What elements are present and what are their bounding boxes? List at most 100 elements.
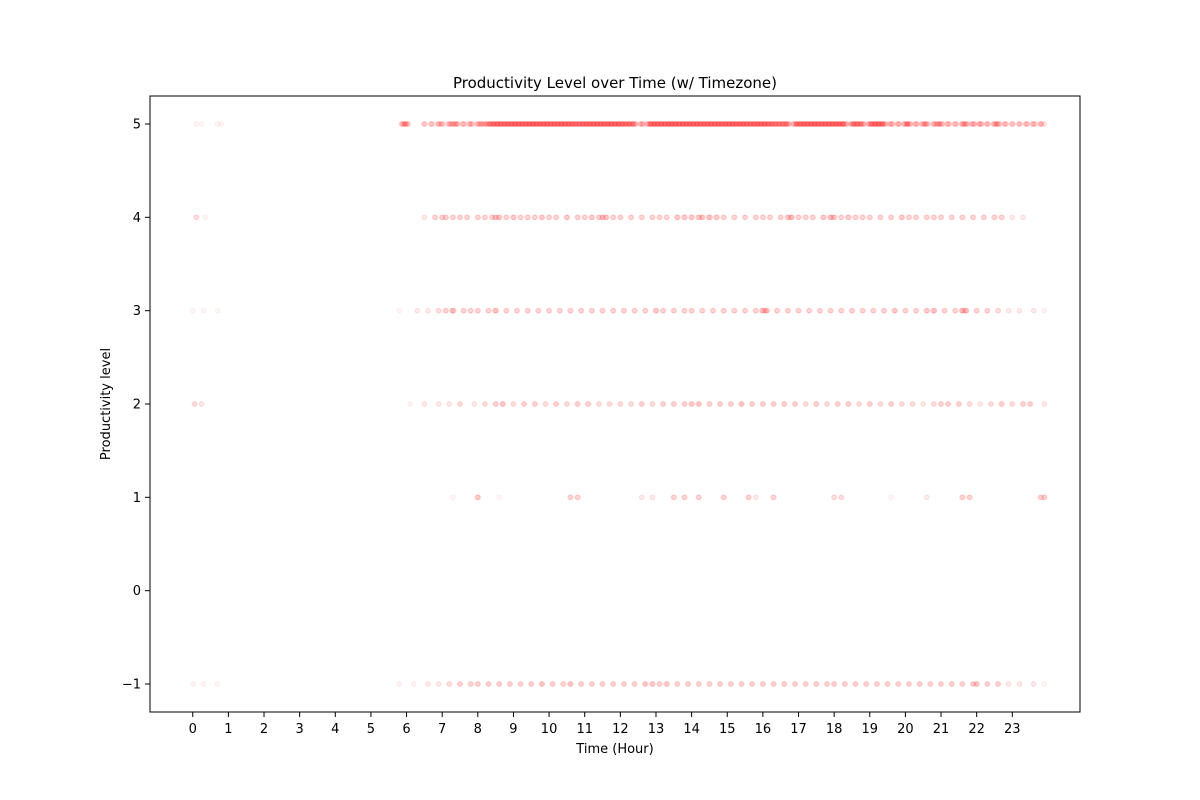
data-point: [736, 121, 743, 127]
data-point: [802, 121, 808, 127]
data-point: [503, 121, 509, 127]
data-point: [718, 121, 725, 127]
x-tick-label: 9: [509, 722, 517, 737]
data-point: [842, 121, 848, 127]
data-point: [959, 121, 965, 127]
data-point: [420, 121, 427, 127]
data-point: [864, 121, 871, 127]
data-point: [553, 121, 559, 127]
data-point: [507, 121, 514, 127]
data-point: [654, 121, 660, 127]
data-point: [807, 121, 813, 127]
data-point: [725, 121, 732, 127]
data-point: [480, 121, 486, 127]
data-point: [734, 121, 740, 127]
data-point: [930, 121, 936, 127]
data-point: [965, 121, 971, 127]
data-point: [700, 214, 706, 221]
data-point: [619, 121, 625, 127]
data-point: [820, 121, 827, 127]
data-point: [962, 121, 969, 127]
data-point: [835, 401, 842, 407]
data-point: [554, 214, 560, 221]
data-point: [651, 121, 658, 127]
data-point: [744, 121, 751, 127]
data-point: [738, 121, 744, 127]
data-point: [595, 121, 601, 127]
data-point: [829, 121, 835, 127]
data-point: [696, 121, 702, 127]
data-point: [757, 121, 763, 127]
data-point: [859, 121, 866, 127]
data-point: [758, 121, 764, 127]
data-point: [715, 121, 721, 127]
data-point: [820, 121, 826, 127]
data-point: [614, 121, 620, 127]
data-point: [970, 121, 976, 127]
data-point: [745, 121, 752, 127]
data-point: [697, 121, 703, 127]
data-point: [692, 121, 699, 127]
data-point: [561, 121, 568, 127]
data-point: [555, 121, 562, 127]
data-point: [775, 307, 781, 314]
data-point: [602, 121, 609, 127]
data-point: [714, 121, 720, 127]
data-point: [571, 121, 578, 127]
data-point: [938, 214, 945, 221]
data-point: [858, 121, 864, 127]
data-point: [778, 121, 784, 127]
data-point: [889, 401, 895, 407]
data-point: [739, 681, 745, 687]
data-point: [531, 121, 537, 127]
data-point: [971, 121, 977, 127]
data-point: [934, 121, 940, 127]
data-point: [721, 121, 728, 127]
data-point: [868, 121, 874, 127]
data-point: [541, 121, 547, 127]
data-point: [527, 121, 533, 127]
data-point: [689, 214, 696, 221]
data-point: [629, 121, 636, 127]
data-point: [520, 121, 526, 127]
data-point: [527, 121, 533, 127]
data-point: [804, 121, 810, 127]
data-point: [765, 121, 771, 127]
data-point: [621, 681, 628, 687]
data-point: [969, 121, 976, 127]
x-tick-label: 22: [968, 722, 985, 737]
data-point: [753, 494, 759, 501]
data-point: [683, 121, 690, 127]
data-point: [943, 121, 950, 127]
data-point: [783, 121, 790, 127]
data-point: [625, 121, 631, 127]
data-point: [880, 121, 887, 127]
data-point: [751, 121, 758, 127]
data-point: [565, 121, 571, 127]
data-point: [514, 121, 520, 127]
data-point: [482, 121, 488, 127]
data-point: [758, 121, 764, 127]
data-point: [964, 121, 971, 127]
data-point: [646, 121, 653, 127]
data-point: [569, 121, 576, 127]
data-point: [1041, 681, 1048, 687]
data-point: [878, 401, 884, 407]
data-point: [682, 121, 688, 127]
data-point: [733, 121, 739, 127]
data-point: [874, 121, 881, 127]
data-point: [819, 121, 825, 127]
data-point: [771, 121, 778, 127]
data-point: [729, 121, 735, 127]
data-point: [756, 121, 762, 127]
data-point: [925, 121, 931, 127]
data-point: [871, 307, 877, 314]
x-tick-label: 11: [576, 722, 593, 737]
data-point: [876, 121, 882, 127]
data-point: [605, 121, 612, 127]
data-point: [551, 121, 557, 127]
data-point: [682, 214, 689, 221]
data-point: [542, 121, 549, 127]
data-point: [830, 121, 836, 127]
data-point: [876, 121, 883, 127]
